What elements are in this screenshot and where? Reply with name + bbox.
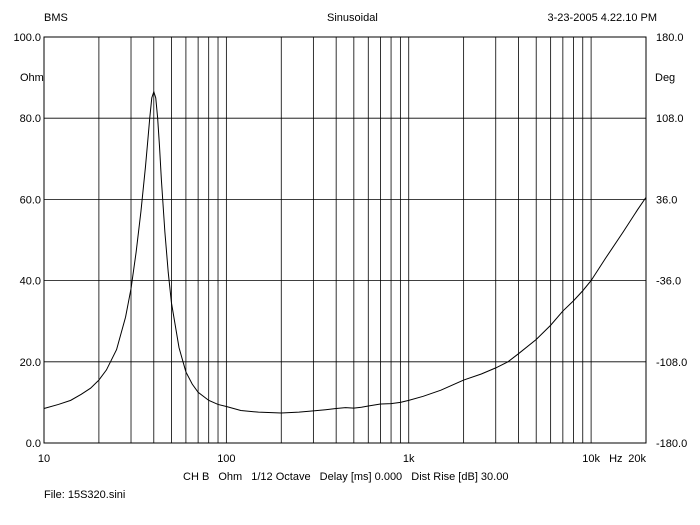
grid-layer xyxy=(44,37,646,443)
y-axis-unit-right: Deg xyxy=(655,72,676,84)
y2-tick-label: -36.0 xyxy=(656,276,681,288)
dist-rise-label: Dist Rise [dB] 30.00 xyxy=(411,471,509,483)
y2-tick-label: -108.0 xyxy=(656,357,687,369)
delay-label: Delay [ms] 0.000 xyxy=(319,471,403,483)
y-tick-label: 20.0 xyxy=(20,357,41,369)
unit-label: Ohm xyxy=(218,471,243,483)
smoothing-label: 1/12 Octave xyxy=(251,471,311,483)
timestamp-label: 3-23-2005 4.22.10 PM xyxy=(547,12,657,24)
file-name-label: File: 15S320.sini xyxy=(44,489,126,501)
x-tick-label: 1k xyxy=(403,453,415,465)
channel-label: CH B xyxy=(183,471,210,483)
y-tick-label: 100.0 xyxy=(13,32,41,44)
y-tick-label: 0.0 xyxy=(26,438,41,450)
y-axis-unit-left: Ohm xyxy=(20,72,44,84)
tick-label-layer: 0.0 20.0 40.0 60.0 80.0 100.0 -180.0 -108.0 -36.… xyxy=(13,32,687,465)
y-tick-label: 80.0 xyxy=(20,113,41,125)
y2-tick-label: -180.0 xyxy=(656,438,687,450)
y2-tick-label: 108.0 xyxy=(656,113,684,125)
x-unit-label: Hz xyxy=(609,453,622,465)
y-tick-label: 60.0 xyxy=(20,194,41,206)
curve-layer xyxy=(43,90,647,414)
x-tick-label: 20k xyxy=(628,453,646,465)
measurement-settings: CH B Ohm 1/12 Octave Delay [ms] 0.000 Di… xyxy=(183,471,514,483)
y2-tick-label: 36.0 xyxy=(656,194,677,206)
plot-frame xyxy=(43,36,647,444)
x-tick-label: 10k xyxy=(582,453,600,465)
measurement-type-label: Sinusoidal xyxy=(327,12,378,24)
header-left-label: BMS xyxy=(44,12,68,24)
y2-tick-label: 180.0 xyxy=(656,32,684,44)
x-tick-label: 10 xyxy=(38,453,50,465)
y-tick-label: 40.0 xyxy=(20,276,41,288)
impedance-curve xyxy=(43,90,647,414)
x-tick-label: 100 xyxy=(217,453,235,465)
